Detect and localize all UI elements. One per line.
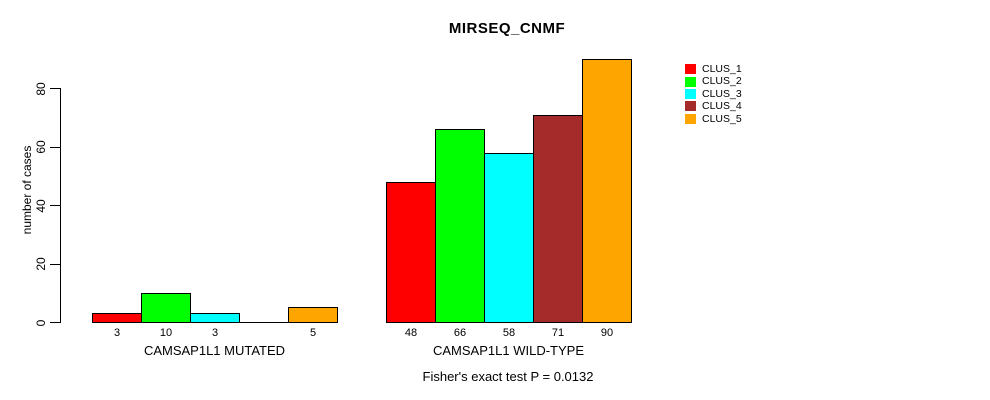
bar-clus_2-mutated <box>141 293 191 323</box>
bar-value-label-clus_3-mutated: 3 <box>211 327 219 339</box>
bar-value-label-clus_2-mutated: 10 <box>159 327 173 339</box>
bar-value-label-clus_5-mutated: 5 <box>309 327 317 339</box>
legend-label-clus_5: CLUS_5 <box>702 112 742 125</box>
y-tick-label: 40 <box>34 199 48 213</box>
bar-value-label-clus_2-wild-type: 66 <box>453 327 467 339</box>
legend-label-clus_1: CLUS_1 <box>702 62 742 75</box>
bar-clus_3-mutated <box>190 313 240 323</box>
bar-value-label-clus_5-wild-type: 90 <box>600 327 614 339</box>
y-tick-mark <box>50 263 60 265</box>
bar-value-label-clus_3-wild-type: 58 <box>502 327 516 339</box>
group-label-wild-type: CAMSAP1L1 WILD-TYPE <box>433 343 584 358</box>
y-tick-label: 60 <box>34 140 48 154</box>
bar-clus_4-mutated <box>239 322 289 323</box>
bar-clus_4-wild-type <box>533 115 583 323</box>
bar-clus_3-wild-type <box>484 153 534 323</box>
legend-swatch-clus_4 <box>685 101 696 112</box>
y-tick-label: 20 <box>34 257 48 271</box>
y-tick-mark <box>50 322 60 323</box>
bar-clus_1-wild-type <box>386 182 436 323</box>
legend: CLUS_1 CLUS_2 CLUS_3 CLUS_4 CLUS_5 <box>685 63 742 125</box>
fisher-test-note: Fisher's exact test P = 0.0132 <box>422 369 594 384</box>
legend-label-clus_3: CLUS_3 <box>702 87 742 100</box>
legend-label-clus_4: CLUS_4 <box>702 100 742 113</box>
legend-swatch-clus_1 <box>685 64 696 75</box>
bar-value-label-clus_1-mutated: 3 <box>113 327 121 339</box>
y-axis-line <box>60 88 61 323</box>
y-tick-label: 80 <box>34 82 48 96</box>
y-tick-mark <box>50 88 60 90</box>
y-tick-mark <box>50 146 60 148</box>
legend-entry-clus_2: CLUS_2 <box>685 75 742 87</box>
legend-entry-clus_3: CLUS_3 <box>685 88 742 100</box>
legend-entry-clus_1: CLUS_1 <box>685 63 742 75</box>
y-axis-label: number of cases <box>20 145 34 235</box>
legend-entry-clus_4: CLUS_4 <box>685 100 742 112</box>
bar-value-label-clus_4-wild-type: 71 <box>551 327 565 339</box>
bar-clus_5-wild-type <box>582 59 632 323</box>
legend-entry-clus_5: CLUS_5 <box>685 113 742 125</box>
legend-label-clus_2: CLUS_2 <box>702 75 742 88</box>
legend-swatch-clus_3 <box>685 88 696 99</box>
bar-clus_1-mutated <box>92 313 142 323</box>
bar-clus_2-wild-type <box>435 129 485 323</box>
chart-title: MIRSEQ_CNMF <box>448 20 566 37</box>
bar-clus_5-mutated <box>288 307 338 323</box>
group-label-mutated: CAMSAP1L1 MUTATED <box>143 343 286 358</box>
bar-value-label-clus_1-wild-type: 48 <box>404 327 418 339</box>
legend-swatch-clus_5 <box>685 113 696 124</box>
legend-swatch-clus_2 <box>685 76 696 87</box>
y-tick-mark <box>50 205 60 207</box>
y-tick-label: 0 <box>34 319 48 326</box>
